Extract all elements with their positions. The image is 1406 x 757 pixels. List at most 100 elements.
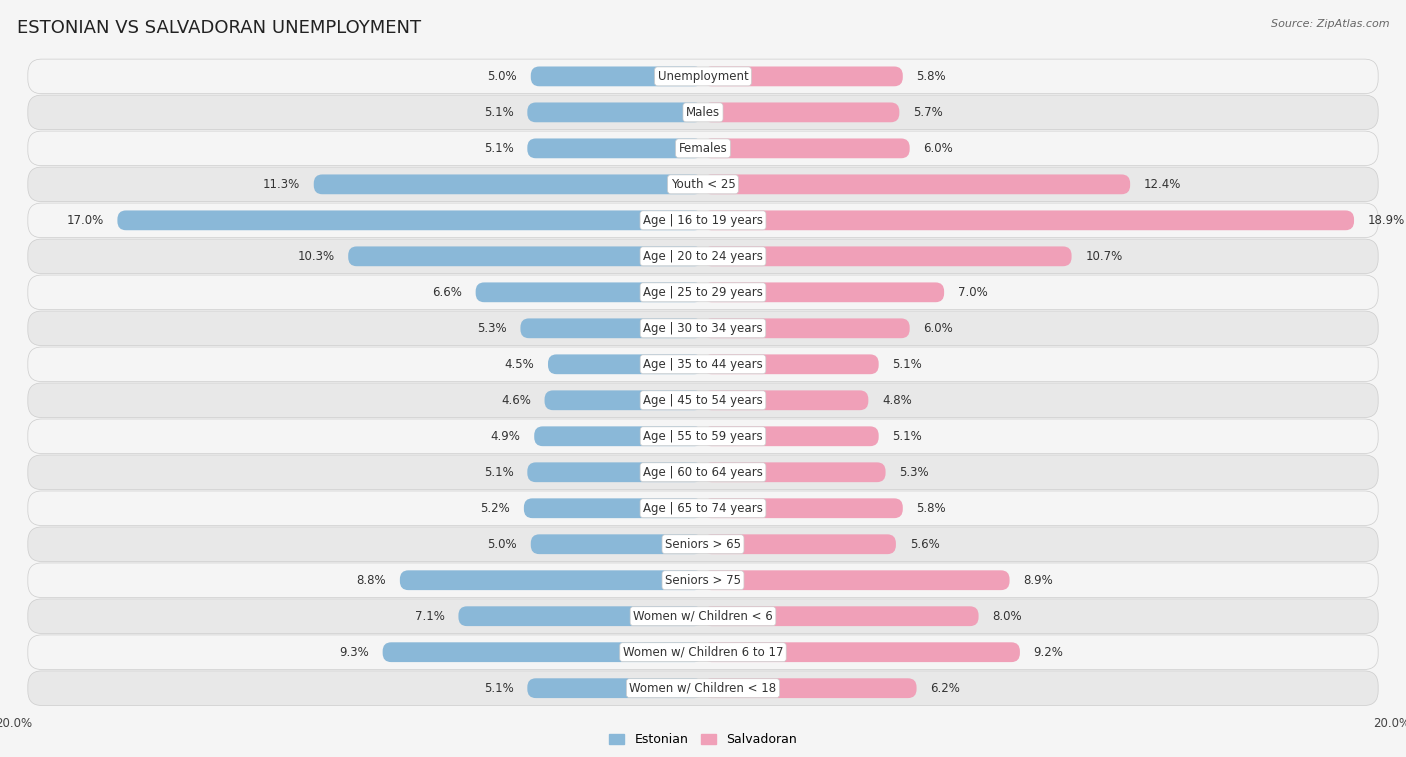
Text: 5.1%: 5.1% [484, 682, 513, 695]
Text: Females: Females [679, 142, 727, 155]
Text: Age | 55 to 59 years: Age | 55 to 59 years [643, 430, 763, 443]
FancyBboxPatch shape [527, 139, 703, 158]
Text: 6.0%: 6.0% [924, 142, 953, 155]
FancyBboxPatch shape [28, 383, 1378, 418]
FancyBboxPatch shape [382, 642, 703, 662]
Text: 6.2%: 6.2% [931, 682, 960, 695]
FancyBboxPatch shape [28, 95, 1378, 129]
Text: 5.8%: 5.8% [917, 70, 946, 83]
FancyBboxPatch shape [703, 67, 903, 86]
FancyBboxPatch shape [703, 247, 1071, 266]
FancyBboxPatch shape [475, 282, 703, 302]
FancyBboxPatch shape [349, 247, 703, 266]
FancyBboxPatch shape [117, 210, 703, 230]
FancyBboxPatch shape [524, 498, 703, 518]
Text: Age | 30 to 34 years: Age | 30 to 34 years [643, 322, 763, 335]
FancyBboxPatch shape [28, 239, 1378, 273]
FancyBboxPatch shape [703, 319, 910, 338]
Text: 12.4%: 12.4% [1144, 178, 1181, 191]
Text: 8.0%: 8.0% [993, 609, 1022, 623]
Text: Unemployment: Unemployment [658, 70, 748, 83]
Text: 18.9%: 18.9% [1368, 213, 1405, 227]
Text: Age | 25 to 29 years: Age | 25 to 29 years [643, 286, 763, 299]
Text: 9.3%: 9.3% [339, 646, 368, 659]
FancyBboxPatch shape [531, 534, 703, 554]
FancyBboxPatch shape [28, 275, 1378, 310]
Text: 5.0%: 5.0% [488, 70, 517, 83]
FancyBboxPatch shape [703, 606, 979, 626]
FancyBboxPatch shape [28, 419, 1378, 453]
Text: Age | 20 to 24 years: Age | 20 to 24 years [643, 250, 763, 263]
FancyBboxPatch shape [458, 606, 703, 626]
FancyBboxPatch shape [703, 102, 900, 123]
FancyBboxPatch shape [28, 671, 1378, 706]
Text: 4.5%: 4.5% [505, 358, 534, 371]
FancyBboxPatch shape [703, 426, 879, 446]
Text: Seniors > 75: Seniors > 75 [665, 574, 741, 587]
FancyBboxPatch shape [703, 642, 1019, 662]
Text: 4.6%: 4.6% [501, 394, 531, 407]
Text: 8.8%: 8.8% [357, 574, 387, 587]
Text: 6.6%: 6.6% [432, 286, 461, 299]
FancyBboxPatch shape [527, 102, 703, 123]
FancyBboxPatch shape [28, 635, 1378, 669]
FancyBboxPatch shape [703, 391, 869, 410]
FancyBboxPatch shape [527, 463, 703, 482]
Text: 5.3%: 5.3% [477, 322, 506, 335]
Text: Age | 60 to 64 years: Age | 60 to 64 years [643, 466, 763, 478]
FancyBboxPatch shape [28, 203, 1378, 238]
Text: 5.0%: 5.0% [488, 537, 517, 551]
Text: ESTONIAN VS SALVADORAN UNEMPLOYMENT: ESTONIAN VS SALVADORAN UNEMPLOYMENT [17, 19, 420, 37]
Text: 5.2%: 5.2% [481, 502, 510, 515]
Text: Males: Males [686, 106, 720, 119]
Text: Seniors > 65: Seniors > 65 [665, 537, 741, 551]
FancyBboxPatch shape [703, 210, 1354, 230]
FancyBboxPatch shape [314, 174, 703, 195]
FancyBboxPatch shape [703, 282, 945, 302]
FancyBboxPatch shape [703, 139, 910, 158]
Text: 9.2%: 9.2% [1033, 646, 1063, 659]
Text: 5.1%: 5.1% [484, 106, 513, 119]
Text: Age | 16 to 19 years: Age | 16 to 19 years [643, 213, 763, 227]
FancyBboxPatch shape [28, 131, 1378, 166]
FancyBboxPatch shape [28, 311, 1378, 346]
Text: 10.7%: 10.7% [1085, 250, 1122, 263]
Text: 5.6%: 5.6% [910, 537, 939, 551]
Text: 5.1%: 5.1% [893, 430, 922, 443]
Text: 5.1%: 5.1% [484, 142, 513, 155]
Text: 4.8%: 4.8% [882, 394, 912, 407]
Text: 4.9%: 4.9% [491, 430, 520, 443]
FancyBboxPatch shape [399, 570, 703, 590]
Text: 8.9%: 8.9% [1024, 574, 1053, 587]
FancyBboxPatch shape [28, 563, 1378, 597]
Legend: Estonian, Salvadoran: Estonian, Salvadoran [605, 728, 801, 752]
FancyBboxPatch shape [703, 174, 1130, 195]
FancyBboxPatch shape [703, 678, 917, 698]
Text: Age | 35 to 44 years: Age | 35 to 44 years [643, 358, 763, 371]
FancyBboxPatch shape [28, 167, 1378, 201]
Text: 5.1%: 5.1% [484, 466, 513, 478]
FancyBboxPatch shape [28, 599, 1378, 634]
Text: Age | 45 to 54 years: Age | 45 to 54 years [643, 394, 763, 407]
Text: 5.1%: 5.1% [893, 358, 922, 371]
FancyBboxPatch shape [28, 455, 1378, 490]
Text: 5.8%: 5.8% [917, 502, 946, 515]
Text: Women w/ Children < 6: Women w/ Children < 6 [633, 609, 773, 623]
FancyBboxPatch shape [28, 491, 1378, 525]
Text: Youth < 25: Youth < 25 [671, 178, 735, 191]
Text: 10.3%: 10.3% [297, 250, 335, 263]
FancyBboxPatch shape [544, 391, 703, 410]
Text: 5.3%: 5.3% [900, 466, 929, 478]
Text: Women w/ Children 6 to 17: Women w/ Children 6 to 17 [623, 646, 783, 659]
Text: 5.7%: 5.7% [912, 106, 943, 119]
Text: Age | 65 to 74 years: Age | 65 to 74 years [643, 502, 763, 515]
FancyBboxPatch shape [548, 354, 703, 374]
FancyBboxPatch shape [703, 534, 896, 554]
FancyBboxPatch shape [520, 319, 703, 338]
Text: 6.0%: 6.0% [924, 322, 953, 335]
FancyBboxPatch shape [531, 67, 703, 86]
Text: Source: ZipAtlas.com: Source: ZipAtlas.com [1271, 19, 1389, 29]
FancyBboxPatch shape [703, 354, 879, 374]
FancyBboxPatch shape [28, 347, 1378, 382]
Text: 7.1%: 7.1% [415, 609, 444, 623]
